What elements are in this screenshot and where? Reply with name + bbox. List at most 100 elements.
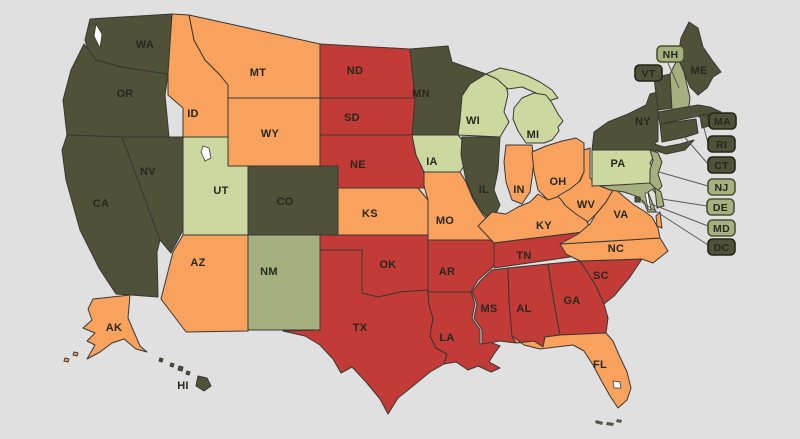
state-label-nm: NM: [260, 266, 278, 278]
lake-okeechobee: [612, 380, 622, 389]
state-sc[interactable]: [579, 258, 643, 305]
state-la[interactable]: [427, 291, 501, 373]
leader-line-nj: [658, 171, 709, 187]
state-label-wi: WI: [466, 115, 480, 127]
state-label-va: VA: [613, 209, 628, 221]
state-label-tx: TX: [353, 322, 368, 334]
state-label-mi: MI: [527, 129, 540, 141]
callout-label-nh: NH: [663, 49, 679, 61]
state-sd[interactable]: [319, 97, 422, 136]
state-label-ut: UT: [213, 185, 228, 197]
state-label-id: ID: [187, 108, 199, 120]
leader-line-ct: [680, 132, 709, 165]
callout-label-ma: MA: [714, 116, 731, 128]
state-label-mt: MT: [250, 67, 266, 79]
state-nv[interactable]: [121, 136, 184, 254]
callout-box-nh: [656, 45, 685, 63]
state-ak[interactable]: [82, 294, 148, 360]
state-ak[interactable]: [72, 351, 79, 357]
leader-line-ma: [690, 113, 710, 122]
callout-box-dc: [707, 238, 736, 256]
state-label-ms: MS: [480, 303, 497, 315]
state-label-ar: AR: [439, 266, 456, 278]
state-label-nd: ND: [347, 65, 364, 77]
state-tx[interactable]: [282, 249, 448, 415]
callout-box-de: [706, 198, 735, 216]
state-label-tn: TN: [516, 250, 531, 262]
state-label-pa: PA: [610, 158, 625, 170]
state-label-al: AL: [516, 303, 531, 315]
state-label-az: AZ: [190, 257, 205, 269]
state-az[interactable]: [160, 234, 249, 333]
callout-ri[interactable]: RI: [707, 135, 736, 153]
state-nd[interactable]: [319, 43, 416, 99]
callout-box-ri: [707, 135, 736, 153]
state-hi[interactable]: [195, 375, 212, 392]
leader-line-nh: [667, 62, 680, 89]
callout-box-ct: [707, 156, 736, 174]
callout-box-nj: [707, 178, 736, 196]
state-label-ak: AK: [106, 322, 123, 334]
state-label-ks: KS: [362, 208, 378, 220]
callout-label-md: MD: [713, 223, 730, 235]
state-mi[interactable]: [485, 67, 559, 102]
state-hi[interactable]: [185, 370, 191, 376]
callout-label-ri: RI: [716, 139, 727, 151]
leader-line-vt: [654, 79, 663, 95]
state-label-ok: OK: [379, 259, 396, 271]
state-label-nc: NC: [608, 243, 625, 255]
state-dc[interactable]: [634, 196, 641, 203]
state-nj[interactable]: [649, 149, 663, 195]
state-label-fl: FL: [593, 359, 607, 371]
state-label-ca: CA: [93, 198, 110, 210]
state-label-ne: NE: [350, 159, 366, 171]
state-label-in: IN: [513, 184, 525, 196]
state-label-oh: OH: [549, 176, 566, 188]
callout-de[interactable]: DE: [706, 198, 735, 216]
state-hi[interactable]: [169, 362, 175, 368]
state-me[interactable]: [677, 21, 722, 96]
callout-nj[interactable]: NJ: [707, 178, 736, 196]
state-label-hi: HI: [177, 380, 189, 392]
leader-line-md: [650, 203, 709, 227]
state-ks[interactable]: [337, 187, 429, 236]
leader-line-dc: [639, 200, 709, 246]
state-hi[interactable]: [158, 357, 164, 363]
callout-box-ma: [708, 112, 737, 130]
state-mi[interactable]: [512, 92, 564, 144]
callout-label-ct: CT: [714, 160, 729, 172]
state-label-wv: WV: [577, 199, 596, 211]
state-label-me: ME: [690, 65, 707, 77]
callout-label-nj: NJ: [714, 182, 728, 194]
state-label-sd: SD: [344, 112, 360, 124]
state-de[interactable]: [654, 187, 665, 209]
callout-box-vt: [634, 64, 663, 82]
state-label-co: CO: [276, 196, 293, 208]
state-ny[interactable]: [591, 91, 695, 155]
state-wi[interactable]: [457, 73, 510, 138]
state-nm[interactable]: [247, 234, 321, 331]
state-ak[interactable]: [63, 357, 70, 363]
puget-sound-water: [93, 22, 103, 50]
chesapeake-bay: [644, 192, 652, 211]
state-label-ga: GA: [563, 295, 580, 307]
callout-ma[interactable]: MA: [708, 112, 737, 130]
state-label-ia: IA: [426, 156, 438, 168]
great-salt-lake: [200, 145, 212, 162]
state-nc[interactable]: [559, 237, 669, 264]
callout-nh[interactable]: NH: [656, 45, 685, 63]
callout-ct[interactable]: CT: [707, 156, 736, 174]
state-hi[interactable]: [177, 365, 184, 372]
callout-vt[interactable]: VT: [634, 64, 663, 82]
state-label-wy: WY: [261, 128, 280, 140]
callout-dc[interactable]: DC: [707, 238, 736, 256]
callout-label-dc: DC: [714, 242, 730, 254]
state-fl[interactable]: [511, 332, 632, 409]
state-label-mo: MO: [436, 215, 454, 227]
state-md[interactable]: [599, 182, 657, 213]
callout-label-vt: VT: [641, 68, 655, 80]
callout-md[interactable]: MD: [707, 219, 736, 237]
state-ct[interactable]: [659, 118, 699, 143]
